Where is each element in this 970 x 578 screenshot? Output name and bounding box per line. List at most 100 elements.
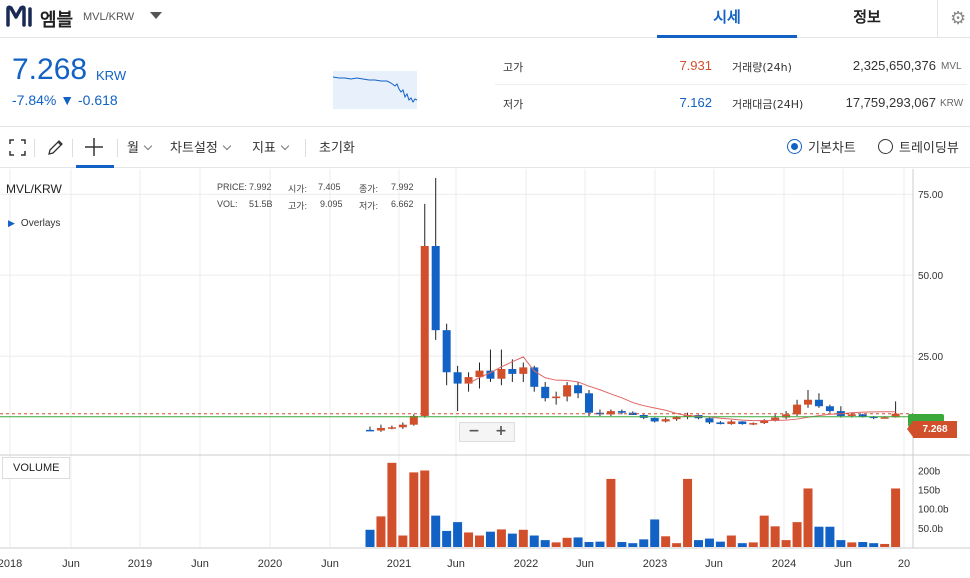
y-tick-label: 50.00	[918, 271, 943, 282]
volume-tick-label: 150b	[918, 486, 941, 497]
volume-bar	[595, 541, 605, 547]
candle-body	[376, 427, 385, 431]
legend-low: 6.662	[391, 199, 414, 209]
candle-body	[617, 411, 626, 413]
x-tick-label: Jun	[834, 558, 852, 570]
candle-body	[825, 406, 834, 412]
period-label: 월	[127, 141, 139, 156]
volume-bar	[409, 472, 419, 547]
divider	[117, 139, 118, 157]
candle-body	[530, 367, 539, 387]
basic-chart-radio[interactable]	[787, 139, 802, 154]
last-price-tag: 7.268	[907, 421, 957, 438]
indicators-dropdown[interactable]: 지표	[252, 137, 290, 156]
chevron-down-icon	[222, 141, 232, 151]
candle-body	[804, 399, 812, 405]
volume-bar	[891, 488, 901, 547]
x-tick-label: Jun	[576, 558, 594, 570]
volume-bar	[507, 533, 517, 547]
price-change: -7.84% ▼ -0.618	[12, 92, 118, 108]
pencil-icon[interactable]	[46, 138, 65, 157]
volume-bar	[814, 526, 824, 547]
candle-body	[793, 404, 802, 415]
candle-body	[431, 245, 440, 331]
divider	[34, 139, 35, 157]
tab-price[interactable]: 시세	[657, 0, 797, 38]
high-label: 고가	[503, 61, 524, 74]
volume-bar	[683, 478, 693, 547]
coin-name: 엠블	[40, 10, 74, 31]
volume-24h-label: 거래량(24h)	[732, 61, 792, 74]
divider	[495, 84, 967, 85]
overlays-toggle[interactable]: ▶ Overlays	[8, 218, 60, 229]
legend-low-label: 저가:	[359, 201, 379, 211]
tab-info[interactable]: 정보	[853, 8, 881, 26]
volume-bar	[562, 537, 572, 547]
crosshair-icon[interactable]	[82, 135, 106, 159]
volume-bar	[726, 535, 736, 547]
zoom-out-button[interactable]: −	[468, 423, 480, 439]
volume-bar	[387, 462, 397, 547]
volume-bar	[748, 542, 758, 547]
y-tick-label: 25.00	[918, 352, 943, 363]
chevron-down-icon[interactable]	[150, 12, 162, 19]
zoom-in-button[interactable]: +	[495, 423, 507, 439]
top-bar: 엠블 MVL/KRW 시세 정보 ⚙	[0, 0, 970, 38]
candle-body	[519, 367, 528, 374]
tradingview-label[interactable]: 트레이딩뷰	[899, 141, 959, 156]
candle-body	[552, 396, 561, 399]
candle-body	[486, 370, 495, 379]
chevron-down-icon	[143, 141, 153, 151]
chevron-down-icon	[280, 141, 290, 151]
tradingview-radio[interactable]	[878, 139, 893, 154]
moving-average-line	[468, 356, 896, 422]
volume-bar	[825, 526, 835, 547]
x-tick-label: 2019	[128, 558, 152, 570]
volume-bar	[836, 540, 846, 547]
volume-bar	[464, 532, 474, 547]
candle-body	[869, 416, 878, 419]
volume-tick-label: 50.0b	[918, 524, 943, 535]
volume-bar	[803, 488, 813, 547]
x-tick-label: 2018	[0, 558, 22, 570]
legend-vol: 51.5B	[249, 199, 273, 209]
candle-body	[782, 414, 791, 418]
volume-tick-label: 100.0b	[918, 505, 949, 516]
candle-body	[398, 424, 407, 428]
legend-open: 7.405	[318, 182, 341, 192]
volume-bar	[606, 478, 616, 547]
volume-bar	[847, 542, 857, 547]
volume-bar	[442, 530, 452, 547]
candle-body	[453, 372, 462, 384]
volume-bar	[737, 543, 747, 547]
amount-24h-label: 거래대금(24H)	[732, 98, 804, 111]
divider	[305, 139, 306, 157]
candle-body	[442, 330, 451, 373]
basic-chart-label[interactable]: 기본차트	[808, 141, 856, 156]
low-label: 저가	[503, 98, 524, 111]
high-value: 7.931	[679, 58, 712, 73]
volume-tick-label: 200b	[918, 466, 941, 477]
reset-button[interactable]: 초기화	[319, 141, 355, 156]
gear-icon[interactable]: ⚙	[950, 8, 967, 29]
candle-body	[606, 411, 615, 415]
x-tick-label: 20	[898, 558, 910, 570]
volume-bar	[672, 543, 682, 547]
legend-price: 7.992	[249, 182, 272, 192]
candle-body	[409, 415, 418, 425]
volume-bar	[639, 539, 649, 547]
x-tick-label: 2021	[387, 558, 411, 570]
candle-body	[738, 421, 747, 425]
indicators-label: 지표	[252, 141, 276, 156]
volume-bar	[475, 535, 484, 547]
mvl-logo-icon	[6, 5, 32, 27]
x-tick-label: 2023	[643, 558, 667, 570]
chart-settings-dropdown[interactable]: 차트설정	[170, 137, 232, 156]
volume-bar	[869, 543, 879, 547]
candle-body	[760, 420, 769, 424]
fullscreen-icon[interactable]	[9, 139, 26, 156]
volume-bar	[496, 529, 506, 547]
period-dropdown[interactable]: 월	[127, 137, 153, 156]
price-chart[interactable]: 2018 Jun 2019 Jun 2020 Jun 2021 Jun 2022 Jun 2023 J…	[0, 169, 970, 578]
volume-bar	[650, 519, 660, 547]
